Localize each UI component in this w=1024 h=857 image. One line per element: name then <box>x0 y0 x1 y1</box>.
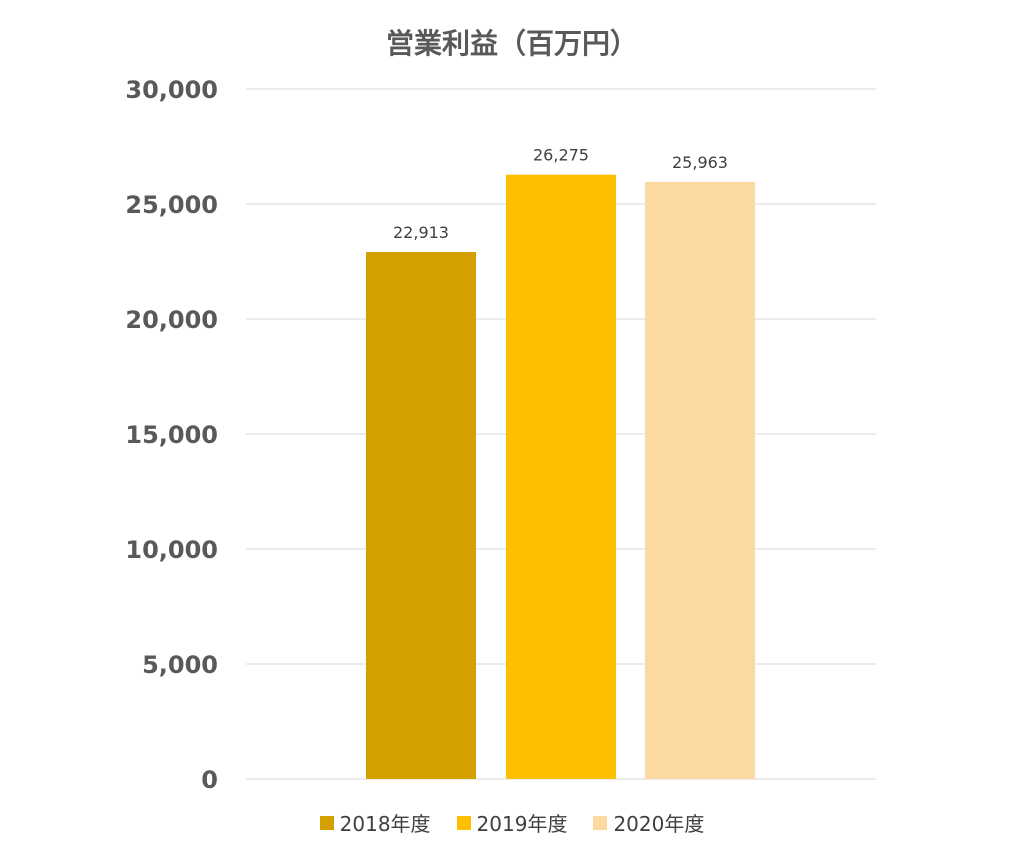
y-tick-label: 20,000 <box>125 306 218 334</box>
y-tick-label: 0 <box>201 766 218 794</box>
legend-label: 2019年度 <box>476 812 568 836</box>
legend-label: 2018年度 <box>339 812 431 836</box>
legend-item: 2019年度 <box>456 808 568 837</box>
y-tick-label: 25,000 <box>125 191 218 219</box>
bar-1 <box>366 252 476 780</box>
legend-item: 2020年度 <box>593 808 704 837</box>
data-label-2: 26,275 <box>533 146 589 165</box>
legend-swatch <box>456 815 471 830</box>
data-label-1: 22,913 <box>393 223 449 242</box>
data-label-3: 25,963 <box>672 153 728 172</box>
y-tick-label: 10,000 <box>125 536 218 564</box>
y-tick-label: 30,000 <box>125 76 218 104</box>
legend-swatch <box>319 815 334 830</box>
bar-2 <box>506 174 616 780</box>
legend-item: 2018年度 <box>319 808 431 837</box>
y-tick-label: 15,000 <box>125 421 218 449</box>
legend: 2018年度 2019年度 2020年度 <box>0 808 1024 837</box>
legend-label: 2020年度 <box>613 812 705 836</box>
chart-title: 営業利益（百万円） <box>385 27 638 60</box>
bar-3 <box>645 181 755 779</box>
y-tick-label: 5,000 <box>142 651 218 679</box>
legend-swatch <box>593 815 608 830</box>
